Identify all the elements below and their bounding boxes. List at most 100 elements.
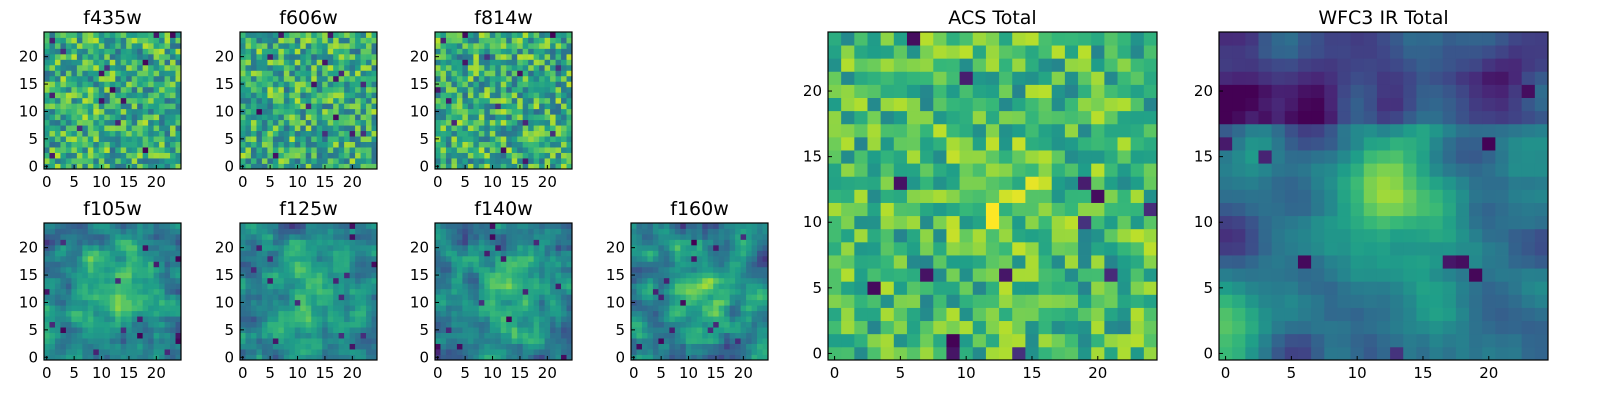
heatmap-cell: [104, 158, 110, 164]
heatmap-cell: [240, 239, 246, 245]
heatmap-cell: [99, 349, 105, 355]
heatmap-cell: [361, 65, 367, 71]
heatmap-cell: [713, 245, 719, 251]
heatmap-cell: [669, 333, 675, 339]
heatmap-cell: [284, 316, 290, 322]
heatmap-cell: [462, 223, 468, 229]
heatmap-cell: [647, 234, 653, 240]
heatmap-cell: [946, 347, 960, 361]
heatmap-cell: [60, 278, 66, 284]
heatmap-cell: [1091, 281, 1105, 295]
heatmap-cell: [165, 283, 171, 289]
heatmap-cell: [451, 37, 457, 43]
heatmap-cell: [517, 234, 523, 240]
heatmap-cell: [517, 43, 523, 49]
heatmap-cell: [457, 142, 463, 148]
heatmap-cell: [148, 37, 154, 43]
heatmap-cell: [446, 131, 452, 137]
heatmap-cell: [501, 294, 507, 300]
heatmap-cell: [110, 54, 116, 60]
heatmap-cell: [82, 300, 88, 306]
heatmap-cell: [702, 300, 708, 306]
heatmap-cell: [284, 92, 290, 98]
heatmap-cell: [159, 131, 165, 137]
heatmap-cell: [110, 59, 116, 65]
heatmap-cell: [451, 338, 457, 344]
heatmap-cell: [506, 37, 512, 43]
heatmap-cell: [550, 48, 556, 54]
x-tick-label: 0: [433, 173, 443, 191]
heatmap-cell: [154, 120, 160, 126]
heatmap-cell: [512, 114, 518, 120]
heatmap-cell: [262, 158, 268, 164]
heatmap-cell: [170, 294, 176, 300]
heatmap-cell: [435, 153, 441, 159]
heatmap-cell: [148, 136, 154, 142]
heatmap-cell: [724, 316, 730, 322]
heatmap-cell: [71, 59, 77, 65]
heatmap-cell: [60, 32, 66, 38]
heatmap-cell: [344, 267, 350, 273]
heatmap-cell: [550, 305, 556, 311]
heatmap-cell: [278, 125, 284, 131]
heatmap-cell: [960, 281, 974, 295]
heatmap-cell: [355, 32, 361, 38]
heatmap-cell: [669, 223, 675, 229]
heatmap-cell: [468, 142, 474, 148]
heatmap-cell: [256, 245, 262, 251]
heatmap-cell: [99, 305, 105, 311]
heatmap-cell: [317, 333, 323, 339]
heatmap-cell: [680, 316, 686, 322]
heatmap-cell: [647, 300, 653, 306]
heatmap-cell: [278, 59, 284, 65]
heatmap-cell: [278, 37, 284, 43]
heatmap-cell: [1091, 203, 1105, 217]
heatmap-cell: [702, 267, 708, 273]
heatmap-cell: [333, 158, 339, 164]
heatmap-cell: [77, 136, 83, 142]
heatmap-cell: [746, 311, 752, 317]
heatmap-cell: [55, 125, 61, 131]
heatmap-cell: [115, 43, 121, 49]
heatmap-cell: [159, 261, 165, 267]
heatmap-cell: [473, 153, 479, 159]
heatmap-cell: [110, 125, 116, 131]
heatmap-cell: [361, 92, 367, 98]
heatmap-cell: [1065, 216, 1079, 230]
heatmap-cell: [361, 70, 367, 76]
heatmap-cell: [300, 65, 306, 71]
heatmap-cell: [479, 70, 485, 76]
heatmap-cell: [501, 76, 507, 82]
heatmap-cell: [44, 125, 50, 131]
heatmap-cell: [550, 349, 556, 355]
heatmap-cell: [165, 234, 171, 240]
heatmap-cell: [284, 98, 290, 104]
heatmap-cell: [495, 153, 501, 159]
heatmap-cell: [462, 120, 468, 126]
heatmap-cell: [1065, 294, 1079, 308]
heatmap-cell: [60, 333, 66, 339]
heatmap-cell: [973, 294, 987, 308]
heatmap-cell: [697, 316, 703, 322]
heatmap-cell: [702, 256, 708, 262]
heatmap-cell: [664, 344, 670, 350]
heatmap-cell: [1118, 294, 1132, 308]
heatmap-cell: [506, 338, 512, 344]
heatmap-cell: [333, 322, 339, 328]
heatmap-cell: [333, 311, 339, 317]
heatmap-cell: [440, 114, 446, 120]
heatmap-cell: [440, 283, 446, 289]
heatmap-cell: [267, 59, 273, 65]
heatmap-cell: [757, 305, 763, 311]
heatmap-cell: [501, 70, 507, 76]
heatmap-cell: [278, 70, 284, 76]
heatmap-cell: [468, 120, 474, 126]
heatmap-cell: [104, 294, 110, 300]
heatmap-cell: [295, 92, 301, 98]
heatmap-cell: [355, 228, 361, 234]
heatmap-cell: [273, 65, 279, 71]
heatmap-cell: [317, 153, 323, 159]
heatmap-cell: [99, 65, 105, 71]
heatmap-cell: [973, 229, 987, 243]
heatmap-cell: [121, 120, 127, 126]
